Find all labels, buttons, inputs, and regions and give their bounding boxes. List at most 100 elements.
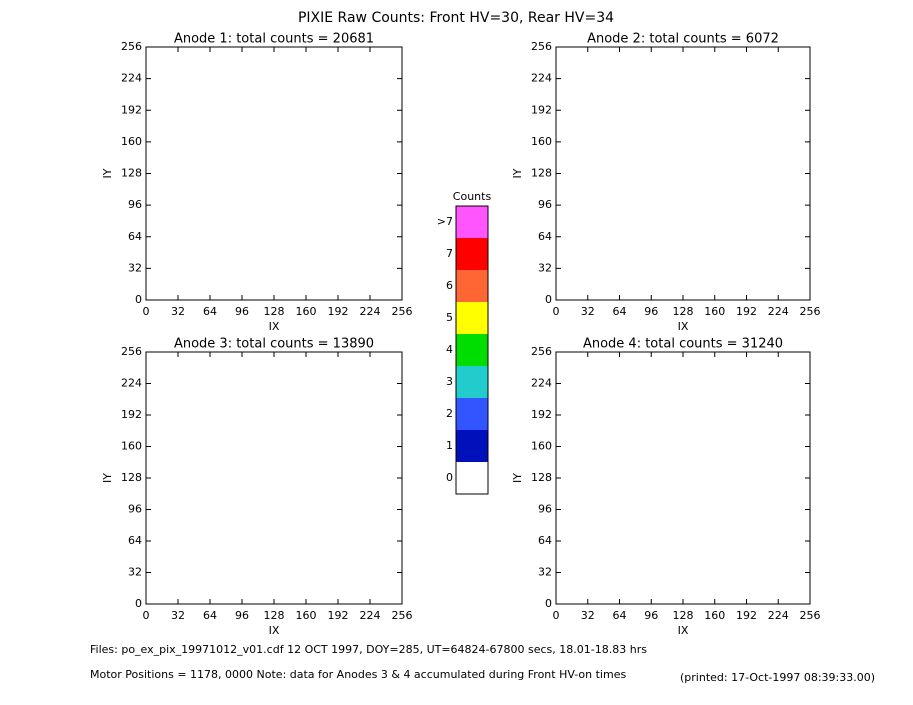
y-tick-label: 256 bbox=[121, 40, 142, 53]
panel-title: Anode 1: total counts = 20681 bbox=[174, 32, 374, 47]
x-tick-label: 160 bbox=[296, 305, 317, 318]
x-tick-label: 0 bbox=[143, 609, 150, 622]
colorbar-label: 6 bbox=[446, 279, 453, 292]
x-axis-label: IX bbox=[269, 320, 280, 333]
x-tick-label: 32 bbox=[171, 609, 185, 622]
colorbar-box bbox=[456, 302, 488, 334]
x-axis-label: IX bbox=[269, 624, 280, 637]
x-tick-label: 128 bbox=[673, 305, 694, 318]
x-tick-label: 0 bbox=[143, 305, 150, 318]
y-axis-label: IY bbox=[101, 168, 114, 178]
colorbar-label: 0 bbox=[446, 471, 453, 484]
y-tick-label: 0 bbox=[135, 293, 142, 306]
y-tick-label: 32 bbox=[538, 566, 552, 579]
x-tick-label: 64 bbox=[203, 305, 217, 318]
y-tick-label: 256 bbox=[531, 345, 552, 358]
colorbar-label: 4 bbox=[446, 343, 453, 356]
colorbar-box bbox=[456, 430, 488, 462]
y-tick-label: 96 bbox=[128, 503, 142, 516]
y-tick-label: 160 bbox=[531, 440, 552, 453]
x-tick-label: 192 bbox=[328, 609, 349, 622]
x-tick-label: 0 bbox=[553, 305, 560, 318]
colorbar-label: >7 bbox=[437, 215, 453, 228]
y-axis-label: IY bbox=[511, 168, 524, 178]
footer-motor: Motor Positions = 1178, 0000 Note: data … bbox=[90, 668, 626, 681]
y-tick-label: 256 bbox=[531, 40, 552, 53]
colorbar-label: 1 bbox=[446, 439, 453, 452]
y-tick-label: 32 bbox=[128, 261, 142, 274]
colorbar-box bbox=[456, 238, 488, 270]
colorbar-label: 3 bbox=[446, 375, 453, 388]
y-tick-label: 224 bbox=[531, 72, 552, 85]
y-tick-label: 128 bbox=[121, 471, 142, 484]
colorbar-box bbox=[456, 366, 488, 398]
x-tick-label: 32 bbox=[581, 305, 595, 318]
y-tick-label: 64 bbox=[538, 230, 552, 243]
colorbar-box bbox=[456, 398, 488, 430]
x-tick-label: 224 bbox=[360, 609, 381, 622]
y-tick-label: 160 bbox=[531, 135, 552, 148]
y-axis-label: IY bbox=[511, 473, 524, 483]
panel-title: Anode 4: total counts = 31240 bbox=[583, 337, 783, 352]
panel-title: Anode 3: total counts = 13890 bbox=[174, 337, 374, 352]
y-tick-label: 224 bbox=[531, 377, 552, 390]
y-tick-label: 192 bbox=[121, 408, 142, 421]
y-tick-label: 128 bbox=[531, 471, 552, 484]
y-tick-label: 96 bbox=[128, 198, 142, 211]
x-tick-label: 0 bbox=[553, 609, 560, 622]
y-tick-label: 192 bbox=[531, 408, 552, 421]
y-tick-label: 32 bbox=[128, 566, 142, 579]
x-tick-label: 160 bbox=[296, 609, 317, 622]
x-tick-label: 64 bbox=[613, 609, 627, 622]
x-tick-label: 32 bbox=[581, 609, 595, 622]
colorbar-frame bbox=[455, 205, 489, 495]
y-tick-label: 192 bbox=[531, 103, 552, 116]
y-axis-label: IY bbox=[101, 473, 114, 483]
y-tick-label: 224 bbox=[121, 72, 142, 85]
x-tick-label: 96 bbox=[235, 305, 249, 318]
x-tick-label: 128 bbox=[264, 305, 285, 318]
x-tick-label: 32 bbox=[171, 305, 185, 318]
x-tick-label: 64 bbox=[203, 609, 217, 622]
y-tick-label: 160 bbox=[121, 135, 142, 148]
colorbar-box bbox=[456, 270, 488, 302]
footer-files: Files: po_ex_pix_19971012_v01.cdf 12 OCT… bbox=[90, 643, 647, 656]
x-tick-label: 192 bbox=[736, 305, 757, 318]
figure-title: PIXIE Raw Counts: Front HV=30, Rear HV=3… bbox=[298, 10, 614, 26]
x-tick-label: 256 bbox=[800, 305, 821, 318]
x-axis-label: IX bbox=[678, 624, 689, 637]
colorbar-label: 7 bbox=[446, 247, 453, 260]
x-tick-label: 160 bbox=[704, 609, 725, 622]
colorbar-box bbox=[456, 462, 488, 494]
x-tick-label: 256 bbox=[392, 305, 413, 318]
y-tick-label: 128 bbox=[121, 167, 142, 180]
x-tick-label: 96 bbox=[235, 609, 249, 622]
x-tick-label: 224 bbox=[360, 305, 381, 318]
y-tick-label: 192 bbox=[121, 103, 142, 116]
x-tick-label: 96 bbox=[644, 305, 658, 318]
footer-printed: (printed: 17-Oct-1997 08:39:33.00) bbox=[680, 671, 875, 684]
x-tick-label: 192 bbox=[736, 609, 757, 622]
y-tick-label: 0 bbox=[545, 597, 552, 610]
y-tick-label: 128 bbox=[531, 167, 552, 180]
x-tick-label: 96 bbox=[644, 609, 658, 622]
y-tick-label: 256 bbox=[121, 345, 142, 358]
colorbar-label: 5 bbox=[446, 311, 453, 324]
x-axis-label: IX bbox=[678, 320, 689, 333]
y-tick-label: 64 bbox=[538, 534, 552, 547]
colorbar-label: 2 bbox=[446, 407, 453, 420]
y-tick-label: 96 bbox=[538, 503, 552, 516]
x-tick-label: 192 bbox=[328, 305, 349, 318]
x-tick-label: 224 bbox=[768, 305, 789, 318]
y-tick-label: 0 bbox=[135, 597, 142, 610]
panel-title: Anode 2: total counts = 6072 bbox=[587, 32, 779, 47]
y-tick-label: 64 bbox=[128, 230, 142, 243]
x-tick-label: 64 bbox=[613, 305, 627, 318]
y-tick-label: 32 bbox=[538, 261, 552, 274]
y-tick-label: 96 bbox=[538, 198, 552, 211]
colorbar-title: Counts bbox=[453, 190, 492, 203]
x-tick-label: 128 bbox=[673, 609, 694, 622]
y-tick-label: 64 bbox=[128, 534, 142, 547]
y-tick-label: 160 bbox=[121, 440, 142, 453]
